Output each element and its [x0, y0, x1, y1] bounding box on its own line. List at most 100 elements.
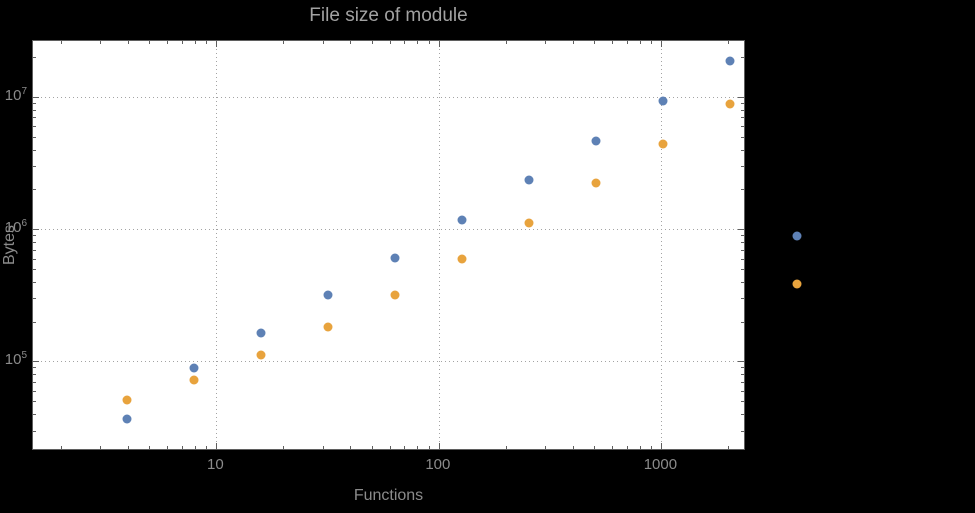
y-minor-tick	[741, 321, 744, 323]
x-minor-tick	[651, 446, 653, 449]
grid-line-horizontal	[33, 361, 744, 363]
y-minor-tick	[33, 189, 36, 191]
x-minor-tick	[60, 41, 62, 44]
x-minor-tick	[194, 41, 196, 44]
y-minor-tick	[741, 414, 744, 415]
grid-line-vertical	[216, 41, 218, 449]
y-minor-tick	[33, 268, 36, 270]
x-major-tick	[661, 443, 663, 449]
y-minor-tick	[741, 126, 744, 128]
x-minor-tick	[194, 446, 196, 449]
y-minor-tick	[33, 258, 36, 260]
x-minor-tick	[505, 41, 507, 44]
y-minor-tick	[741, 57, 744, 59]
x-minor-tick	[428, 41, 430, 44]
y-minor-tick	[741, 149, 744, 151]
x-minor-tick	[60, 446, 62, 449]
x-minor-tick	[322, 446, 324, 449]
x-tick-label: 1000	[643, 456, 678, 473]
x-major-tick	[661, 41, 663, 47]
grid-line-horizontal	[33, 96, 744, 98]
y-minor-tick	[741, 381, 744, 383]
x-minor-tick	[417, 41, 419, 44]
x-minor-tick	[149, 41, 151, 44]
y-minor-tick	[33, 390, 36, 392]
x-minor-tick	[127, 446, 129, 449]
x-minor-tick	[594, 446, 596, 449]
y-minor-tick	[741, 298, 744, 300]
x-minor-tick	[572, 446, 574, 449]
y-minor-tick	[33, 381, 36, 383]
x-minor-tick	[612, 446, 614, 449]
x-minor-tick	[639, 41, 641, 44]
x-minor-tick	[99, 446, 101, 449]
y-minor-tick	[741, 249, 744, 251]
y-minor-tick	[741, 258, 744, 260]
y-tick-label: 106	[4, 218, 27, 237]
x-minor-tick	[728, 41, 730, 44]
y-minor-tick	[33, 401, 36, 403]
x-minor-tick	[651, 41, 653, 44]
y-minor-tick	[741, 374, 744, 376]
y-minor-tick	[33, 298, 36, 300]
x-major-tick	[216, 41, 218, 47]
chart-title: File size of module	[309, 5, 468, 26]
y-minor-tick	[33, 57, 36, 59]
plot-area	[32, 40, 745, 450]
x-minor-tick	[639, 446, 641, 449]
x-minor-tick	[166, 41, 168, 44]
x-major-tick	[216, 443, 218, 449]
x-minor-tick	[166, 446, 168, 449]
y-major-tick	[33, 229, 39, 231]
x-minor-tick	[181, 446, 183, 449]
y-minor-tick	[33, 321, 36, 323]
x-minor-tick	[371, 41, 373, 44]
x-minor-tick	[404, 41, 406, 44]
x-axis-label: Functions	[353, 487, 424, 504]
y-minor-tick	[33, 430, 36, 432]
y-minor-tick	[741, 430, 744, 432]
y-major-tick	[33, 361, 39, 363]
x-minor-tick	[206, 446, 208, 449]
y-minor-tick	[33, 117, 36, 119]
x-minor-tick	[626, 446, 628, 449]
x-minor-tick	[417, 446, 419, 449]
x-major-tick	[438, 443, 440, 449]
y-minor-tick	[33, 281, 36, 283]
x-minor-tick	[206, 41, 208, 44]
y-minor-tick	[741, 241, 744, 243]
x-minor-tick	[283, 446, 285, 449]
y-minor-tick	[741, 189, 744, 191]
y-minor-tick	[33, 109, 36, 111]
y-major-tick	[738, 96, 744, 98]
y-minor-tick	[33, 166, 36, 168]
y-minor-tick	[741, 136, 744, 138]
x-minor-tick	[149, 446, 151, 449]
y-minor-tick	[741, 166, 744, 168]
x-tick-label: 100	[425, 456, 451, 473]
y-minor-tick	[33, 414, 36, 415]
x-minor-tick	[181, 41, 183, 44]
x-minor-tick	[428, 446, 430, 449]
y-minor-tick	[741, 117, 744, 119]
y-minor-tick	[33, 374, 36, 376]
grid-line-horizontal	[33, 229, 744, 231]
x-minor-tick	[322, 41, 324, 44]
y-major-tick	[738, 229, 744, 231]
y-minor-tick	[741, 367, 744, 369]
x-minor-tick	[545, 446, 547, 449]
y-minor-tick	[33, 103, 36, 104]
y-minor-tick	[33, 235, 36, 237]
y-minor-tick	[33, 367, 36, 369]
y-minor-tick	[741, 109, 744, 111]
y-minor-tick	[741, 401, 744, 403]
x-minor-tick	[728, 446, 730, 449]
x-minor-tick	[505, 446, 507, 449]
y-minor-tick	[33, 126, 36, 128]
x-minor-tick	[371, 446, 373, 449]
grid-line-vertical	[438, 41, 440, 449]
x-minor-tick	[594, 41, 596, 44]
x-minor-tick	[545, 41, 547, 44]
y-minor-tick	[741, 235, 744, 237]
